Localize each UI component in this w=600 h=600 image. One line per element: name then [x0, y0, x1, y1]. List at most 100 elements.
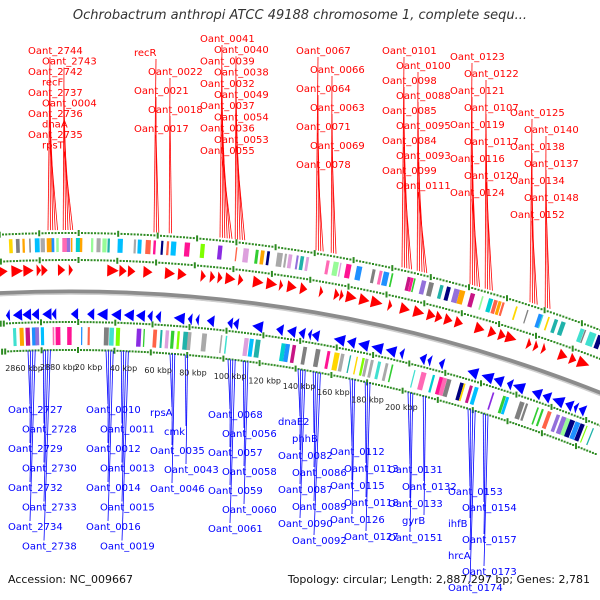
- gene-label-plus[interactable]: Oant_0100: [396, 61, 451, 72]
- gene-arrow-minus[interactable]: [173, 312, 186, 325]
- gene-arrow-minus[interactable]: [493, 376, 505, 388]
- gene-arrow-plus[interactable]: [11, 265, 24, 278]
- gene-arrow-minus[interactable]: [531, 389, 544, 401]
- gene-arrow-plus[interactable]: [119, 264, 127, 277]
- gene-labels[interactable]: Oant_2744Oant_2743Oant_2742recFOant_2737…: [8, 34, 579, 594]
- gene-arrow-minus[interactable]: [552, 397, 566, 409]
- gene-arrow-plus[interactable]: [177, 268, 187, 280]
- gene-label-minus[interactable]: Oant_0056: [222, 429, 277, 440]
- gene-label-plus[interactable]: Oant_0017: [134, 124, 189, 135]
- gene-arrow-plus[interactable]: [556, 348, 568, 360]
- gene-arrow-plus[interactable]: [278, 279, 284, 291]
- gene-label-minus[interactable]: Oant_0082: [278, 451, 333, 462]
- gene-arrow-plus[interactable]: [217, 271, 223, 284]
- gene-label-plus[interactable]: Oant_0099: [382, 166, 437, 177]
- gene-label-minus[interactable]: Oant_0035: [150, 446, 205, 457]
- gene-label-plus[interactable]: Oant_0134: [510, 176, 565, 187]
- gene-arrow-minus[interactable]: [51, 308, 57, 321]
- gene-arrow-plus[interactable]: [358, 293, 370, 305]
- gene-label-plus[interactable]: Oant_0122: [464, 69, 519, 80]
- gene-label-minus[interactable]: phhB: [292, 434, 318, 445]
- gene-arrow-minus[interactable]: [542, 392, 553, 404]
- gene-label-plus[interactable]: Oant_0121: [450, 86, 505, 97]
- gene-label-minus[interactable]: Oant_0127: [344, 532, 399, 543]
- gene-arrow-plus[interactable]: [487, 325, 497, 338]
- gene-arrow-plus[interactable]: [237, 273, 244, 286]
- gene-label-minus[interactable]: ihfB: [448, 519, 468, 530]
- gene-label-plus[interactable]: Oant_0069: [310, 141, 365, 152]
- gene-label-minus[interactable]: cmk: [164, 427, 185, 438]
- gene-label-minus[interactable]: Oant_0118: [344, 498, 399, 509]
- gene-arrow-plus[interactable]: [387, 299, 393, 311]
- gene-label-plus[interactable]: Oant_0064: [296, 84, 351, 95]
- gene-arrow-plus[interactable]: [399, 302, 410, 314]
- gene-arrow-plus[interactable]: [568, 352, 577, 364]
- gene-label-plus[interactable]: Oant_0116: [450, 154, 505, 165]
- gene-label-plus[interactable]: Oant_0063: [310, 103, 365, 114]
- gene-label-minus[interactable]: Oant_0043: [164, 465, 219, 476]
- gene-label-plus[interactable]: Oant_0053: [214, 135, 269, 146]
- gene-label-minus[interactable]: Oant_0057: [208, 448, 263, 459]
- gene-label-minus[interactable]: Oant_0019: [100, 542, 155, 553]
- gene-label-minus[interactable]: rpsA: [150, 408, 173, 419]
- gene-arrow-minus[interactable]: [573, 402, 580, 414]
- gene-arrow-plus[interactable]: [265, 277, 278, 290]
- gene-arrow-minus[interactable]: [195, 313, 200, 326]
- gene-label-minus[interactable]: Oant_0153: [448, 487, 503, 498]
- gene-label-minus[interactable]: Oant_0174: [448, 583, 503, 594]
- gene-label-minus[interactable]: gyrB: [402, 516, 425, 527]
- gene-arrow-plus[interactable]: [68, 264, 73, 276]
- gene-arrow-minus[interactable]: [12, 308, 23, 321]
- gene-arrow-minus[interactable]: [227, 317, 234, 330]
- gene-arrow-minus[interactable]: [578, 405, 588, 417]
- gene-label-plus[interactable]: recR: [134, 48, 157, 59]
- gene-label-minus[interactable]: Oant_2732: [8, 483, 63, 494]
- gene-arrow-plus[interactable]: [425, 308, 436, 321]
- gene-label-minus[interactable]: Oant_0015: [100, 503, 155, 514]
- gene-label-plus[interactable]: Oant_0101: [382, 46, 437, 57]
- gene-arrow-plus[interactable]: [532, 340, 539, 352]
- gene-label-plus[interactable]: Oant_0088: [396, 91, 451, 102]
- gene-label-minus[interactable]: Oant_0061: [208, 524, 263, 535]
- gene-label-minus[interactable]: Oant_0132: [402, 482, 457, 493]
- gene-arrow-minus[interactable]: [187, 313, 193, 326]
- gene-arrow-plus[interactable]: [209, 270, 216, 283]
- gene-label-plus[interactable]: Oant_0041: [200, 34, 255, 45]
- gene-arrow-minus[interactable]: [467, 368, 480, 380]
- gene-label-plus[interactable]: Oant_0036: [200, 124, 255, 135]
- gene-arrow-minus[interactable]: [506, 379, 515, 391]
- gene-label-plus[interactable]: Oant_0111: [396, 181, 451, 192]
- gene-arrow-plus[interactable]: [127, 265, 136, 278]
- gene-label-minus[interactable]: Oant_0115: [330, 481, 385, 492]
- gene-label-minus[interactable]: Oant_2729: [8, 444, 63, 455]
- gene-arrow-minus[interactable]: [385, 346, 398, 358]
- gene-arrow-minus[interactable]: [5, 309, 11, 322]
- gene-arrow-minus[interactable]: [155, 310, 162, 323]
- gene-arrow-plus[interactable]: [107, 264, 119, 277]
- gene-label-minus[interactable]: Oant_0090: [278, 519, 333, 530]
- gene-label-minus[interactable]: Oant_0173: [462, 567, 517, 578]
- gene-arrow-minus[interactable]: [147, 310, 153, 323]
- gene-label-minus[interactable]: Oant_0131: [388, 465, 443, 476]
- gene-arrow-minus[interactable]: [136, 310, 146, 322]
- gene-label-plus[interactable]: Oant_0119: [450, 120, 505, 131]
- gene-arrow-plus[interactable]: [318, 285, 324, 298]
- gene-label-minus[interactable]: Oant_2738: [22, 542, 77, 553]
- gene-label-plus[interactable]: Oant_0067: [296, 46, 351, 57]
- gene-arrow-plus[interactable]: [453, 316, 463, 328]
- gene-label-minus[interactable]: Oant_0010: [86, 405, 141, 416]
- gene-arrow-plus[interactable]: [41, 264, 48, 277]
- gene-label-plus[interactable]: Oant_0004: [42, 99, 97, 110]
- gene-label-plus[interactable]: dnaA: [42, 120, 68, 131]
- gene-arrow-plus[interactable]: [224, 272, 236, 285]
- gene-arrow-plus[interactable]: [575, 355, 590, 367]
- gene-arrow-minus[interactable]: [233, 318, 240, 330]
- gene-arrow-minus[interactable]: [97, 308, 108, 321]
- gene-label-plus[interactable]: Oant_0021: [134, 86, 189, 97]
- gene-label-plus[interactable]: Oant_2742: [28, 67, 83, 78]
- gene-arrow-plus[interactable]: [412, 305, 425, 317]
- gene-arrow-plus[interactable]: [369, 295, 383, 308]
- gene-label-plus[interactable]: Oant_0022: [148, 67, 203, 78]
- gene-label-plus[interactable]: Oant_2744: [28, 46, 83, 57]
- gene-label-minus[interactable]: Oant_0068: [208, 410, 263, 421]
